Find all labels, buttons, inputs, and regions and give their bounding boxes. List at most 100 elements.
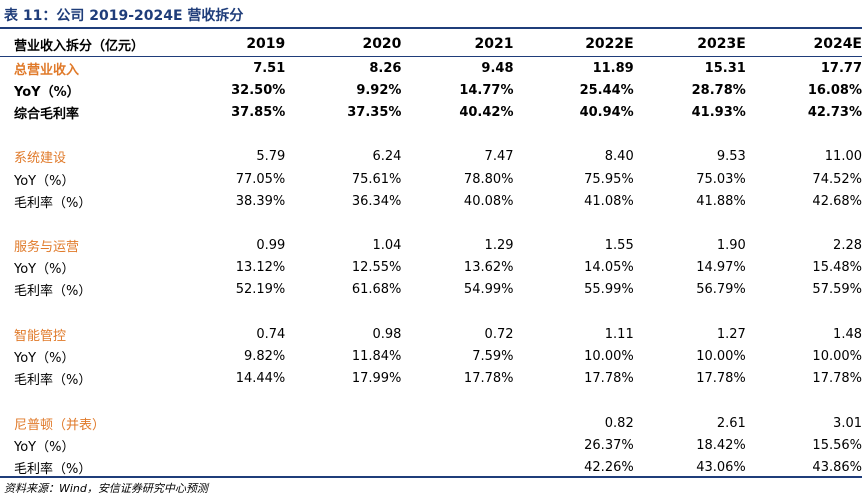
row-label: YoY（%） xyxy=(14,439,75,455)
table-cell: 1.29 xyxy=(484,238,514,254)
table-cell: 13.12% xyxy=(235,260,286,276)
table-row: YoY（%） 32.50% 9.92% 14.77% 25.44% 28.78% 16.08… xyxy=(0,79,862,101)
table-row: YoY（%） 26.37% 18.42% 15.56% xyxy=(0,434,862,456)
table-cell: 10.00% xyxy=(584,349,634,365)
row-label: 综合毛利率 xyxy=(14,106,80,122)
table-cell: 42.26% xyxy=(584,459,634,475)
table-row: 智能管控 0.74 0.98 0.72 1.11 1.27 1.48 xyxy=(0,323,862,345)
table-cell: 14.97% xyxy=(696,260,746,276)
row-label: 毛利率（%） xyxy=(14,195,92,211)
table-cell xyxy=(401,412,513,434)
table-cell: 14.05% xyxy=(584,260,634,276)
row-label: YoY（%） xyxy=(14,351,75,367)
table-cell: 17.99% xyxy=(351,371,402,387)
row-label: 系统建设 xyxy=(14,151,67,167)
table-cell xyxy=(401,434,513,456)
table-cell: 75.03% xyxy=(696,171,746,187)
table-header-row: 营业收入拆分（亿元） 2019 2020 2021 2022E 2023E 20… xyxy=(0,31,862,57)
table-cell: 25.44% xyxy=(579,82,634,98)
table-cell xyxy=(285,434,401,456)
table-cell: 9.92% xyxy=(356,82,402,98)
section-spacer xyxy=(0,212,862,234)
table-cell: 15.31 xyxy=(704,60,746,76)
section-spacer xyxy=(0,301,862,323)
table-title: 表 11：公司 2019-2024E 营收拆分 xyxy=(4,8,244,24)
revenue-breakdown-table: 营业收入拆分（亿元） 2019 2020 2021 2022E 2023E 20… xyxy=(0,31,862,479)
table-cell: 1.11 xyxy=(604,326,634,342)
table-cell: 7.47 xyxy=(484,149,514,165)
section-spacer xyxy=(0,124,862,146)
row-label: YoY（%） xyxy=(14,84,80,100)
year-2022e: 2022E xyxy=(585,36,634,52)
source-note: 资料来源：Wind，安信证券研究中心预测 xyxy=(4,482,208,495)
table-row: YoY（%） 13.12% 12.55% 13.62% 14.05% 14.97% 15.4… xyxy=(0,257,862,279)
table-cell: 32.50% xyxy=(231,82,286,98)
year-2020: 2020 xyxy=(362,36,402,52)
table-cell: 26.37% xyxy=(584,437,634,453)
table-row: 毛利率（%） 42.26% 43.06% 43.86% xyxy=(0,456,862,478)
table-cell: 0.74 xyxy=(256,326,286,342)
table-cell: 41.93% xyxy=(691,104,746,120)
table-row: 尼普顿（并表） 0.82 2.61 3.01 xyxy=(0,412,862,434)
table-cell: 75.61% xyxy=(351,171,402,187)
table-cell: 8.26 xyxy=(369,60,402,76)
table-cell: 43.06% xyxy=(696,459,746,475)
table-cell: 17.78% xyxy=(696,371,746,387)
table-cell: 1.90 xyxy=(716,238,746,254)
table-cell: 41.88% xyxy=(696,193,746,209)
table-cell: 17.78% xyxy=(812,371,862,387)
table-cell: 41.08% xyxy=(584,193,634,209)
table-cell: 38.39% xyxy=(235,193,286,209)
section-spacer xyxy=(0,390,862,412)
table-cell: 0.72 xyxy=(484,326,514,342)
table-cell: 1.48 xyxy=(833,326,862,342)
title-rule xyxy=(0,27,862,29)
year-2019: 2019 xyxy=(246,36,286,52)
table-cell: 3.01 xyxy=(833,415,862,431)
table-cell: 40.42% xyxy=(459,104,514,120)
table-cell: 11.89 xyxy=(592,60,634,76)
table-cell: 0.82 xyxy=(604,415,634,431)
row-label: 毛利率（%） xyxy=(14,373,92,389)
row-label: 尼普顿（并表） xyxy=(14,417,106,433)
table-cell: 77.05% xyxy=(235,171,286,187)
table-cell: 15.56% xyxy=(812,437,862,453)
table-cell: 55.99% xyxy=(584,282,634,298)
row-label: 毛利率（%） xyxy=(14,284,92,300)
header-label: 营业收入拆分（亿元） xyxy=(14,38,145,54)
table-cell: 37.35% xyxy=(347,104,402,120)
row-label: 服务与运营 xyxy=(14,240,80,256)
table-cell: 1.55 xyxy=(604,238,634,254)
table-row: 系统建设 5.79 6.24 7.47 8.40 9.53 11.00 xyxy=(0,146,862,168)
row-label: 智能管控 xyxy=(14,328,67,344)
table-cell: 18.42% xyxy=(696,437,746,453)
table-cell: 5.79 xyxy=(256,149,286,165)
header-rule xyxy=(0,56,862,57)
table-cell: 6.24 xyxy=(372,149,402,165)
table-cell: 7.59% xyxy=(472,349,514,365)
table-cell: 61.68% xyxy=(351,282,402,298)
table-cell: 37.85% xyxy=(231,104,286,120)
table-cell: 57.59% xyxy=(812,282,862,298)
table-cell xyxy=(204,434,286,456)
footer-rule xyxy=(0,476,862,478)
table-cell: 8.40 xyxy=(604,149,634,165)
table-cell: 75.95% xyxy=(584,171,634,187)
table-row: 总营业收入 7.51 8.26 9.48 11.89 15.31 17.77 xyxy=(0,57,862,79)
table-row: 毛利率（%） 14.44% 17.99% 17.78% 17.78% 17.78% 17.7… xyxy=(0,368,862,390)
table-cell: 17.77 xyxy=(820,60,862,76)
table-cell: 17.78% xyxy=(463,371,514,387)
table-cell: 13.62% xyxy=(463,260,514,276)
table-cell: 0.98 xyxy=(372,326,402,342)
table-cell: 52.19% xyxy=(235,282,286,298)
table-cell: 40.08% xyxy=(463,193,514,209)
table-row: YoY（%） 77.05% 75.61% 78.80% 75.95% 75.03% 74.5… xyxy=(0,168,862,190)
table-cell: 9.53 xyxy=(716,149,746,165)
table-cell: 42.73% xyxy=(807,104,862,120)
table-cell: 40.94% xyxy=(579,104,634,120)
table-cell: 11.84% xyxy=(351,349,402,365)
table-row: YoY（%） 9.82% 11.84% 7.59% 10.00% 10.00% 10.00% xyxy=(0,345,862,367)
table-row: 综合毛利率 37.85% 37.35% 40.42% 40.94% 41.93% 42.73… xyxy=(0,101,862,123)
row-label: 总营业收入 xyxy=(14,62,80,78)
row-label: YoY（%） xyxy=(14,262,75,278)
